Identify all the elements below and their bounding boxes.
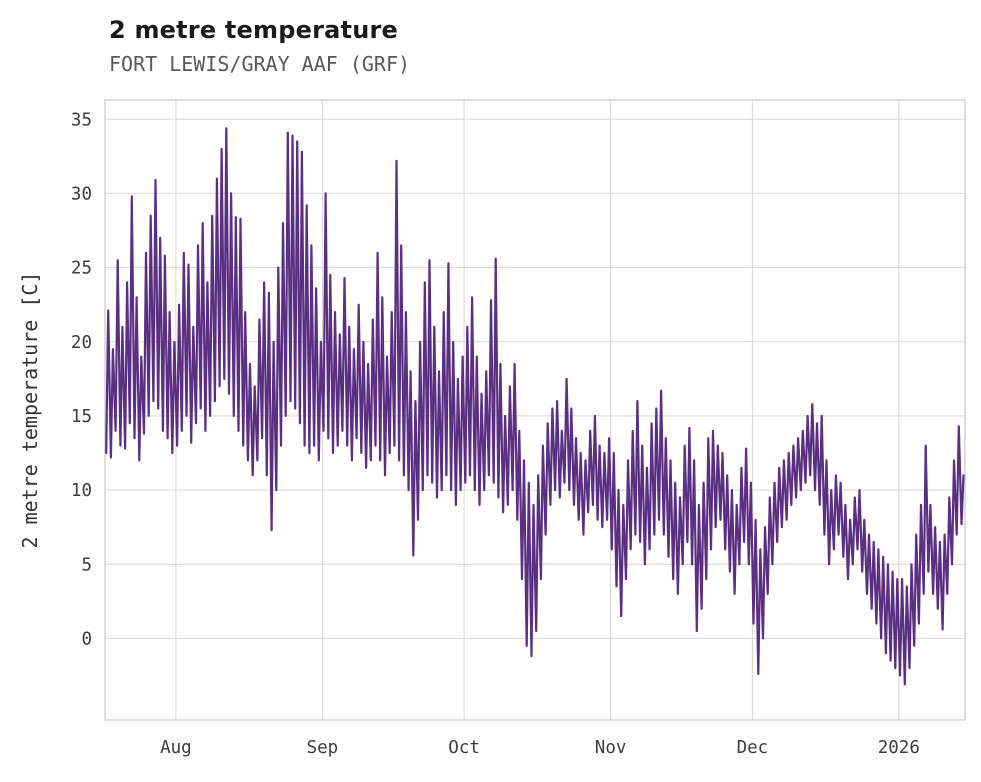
x-tick-label: Sep <box>307 738 339 758</box>
y-tick-label: 25 <box>71 259 92 279</box>
temperature-series-line <box>105 127 965 686</box>
chart-title: 2 metre temperature <box>109 16 398 44</box>
plot-frame <box>104 99 966 721</box>
y-tick-label: 35 <box>71 110 92 130</box>
x-tick-label: Aug <box>160 738 192 758</box>
x-tick-label: Oct <box>448 738 480 758</box>
y-tick-label: 0 <box>81 629 92 649</box>
x-tick-label: Dec <box>737 738 769 758</box>
chart-subtitle: FORT LEWIS/GRAY AAF (GRF) <box>109 52 411 76</box>
y-tick-label: 30 <box>71 184 92 204</box>
x-tick-label: Nov <box>595 738 627 758</box>
y-axis-label: 2 metre temperature [C] <box>18 271 42 549</box>
y-tick-label: 15 <box>71 407 92 427</box>
x-tick-label: 2026 <box>878 738 920 758</box>
y-tick-label: 5 <box>81 555 92 575</box>
y-tick-label: 20 <box>71 333 92 353</box>
y-tick-label: 10 <box>71 481 92 501</box>
